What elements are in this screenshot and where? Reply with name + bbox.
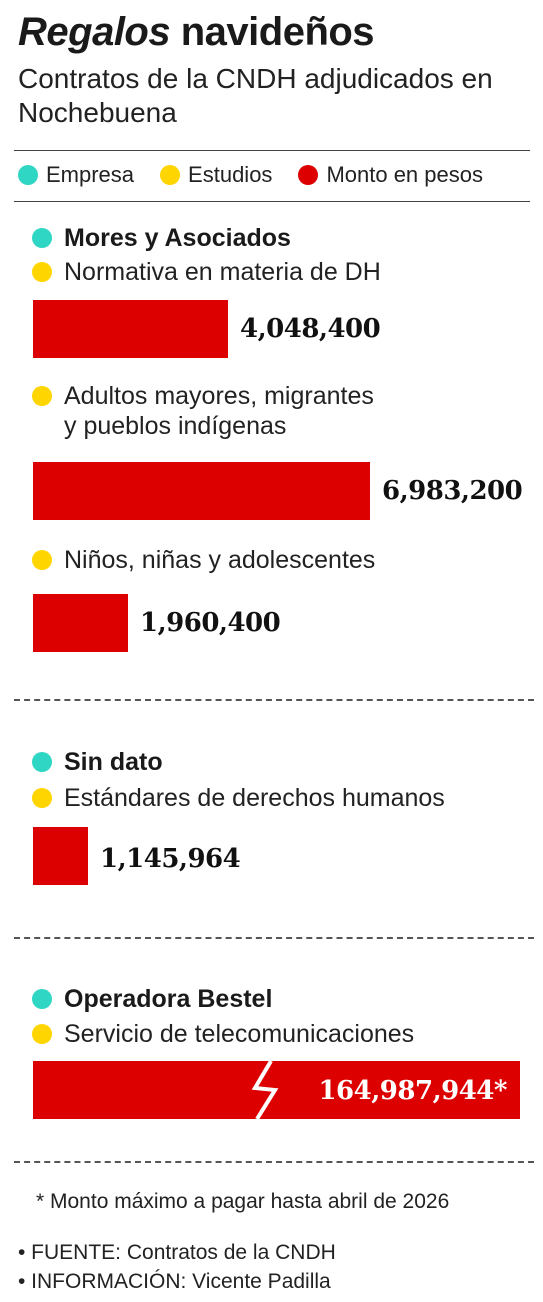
study-dot-icon [32, 788, 52, 808]
bar [33, 1061, 520, 1119]
legend-dot-study-icon [160, 165, 181, 185]
study-name: Servicio de telecomunicaciones [64, 1020, 415, 1048]
company-name: Sin dato [64, 748, 163, 776]
top-rule [14, 150, 530, 151]
company-label: Sin dato [32, 747, 163, 777]
value-label: 164,987,944* [318, 1076, 507, 1106]
study-label: Normativa en materia de DH [32, 257, 381, 287]
legend: Empresa Estudios Monto en pesos [18, 158, 509, 192]
study-dot-icon [32, 386, 52, 406]
source-credit: • FUENTE: Contratos de la CNDH [18, 1241, 336, 1264]
info-credit: • INFORMACIÓN: Vicente Padilla [18, 1270, 331, 1293]
study-name: Estándares de derechos humanos [64, 784, 445, 812]
study-name: Niños, niñas y adolescentes [64, 546, 376, 574]
legend-label: Estudios [188, 162, 273, 187]
bar [33, 827, 88, 885]
study-dot-icon [32, 262, 52, 282]
study-name: Adultos mayores, migrantes y pueblos indí… [64, 381, 374, 441]
company-dot-icon [32, 752, 52, 772]
company-label: Operadora Bestel [32, 984, 272, 1014]
study-name-line-2: y pueblos indígenas [64, 412, 287, 440]
study-dot-icon [32, 1024, 52, 1044]
legend-item-estudios: Estudios [160, 162, 272, 188]
chart-subtitle: Contratos de la CNDH adjudicados en Noch… [18, 63, 493, 128]
axis-break-icon [251, 1061, 279, 1119]
value-label: 6,983,200 [382, 476, 523, 506]
footnote: * Monto máximo a pagar hasta abril de 20… [36, 1190, 450, 1213]
legend-dot-company-icon [18, 165, 38, 185]
legend-label: Empresa [46, 162, 135, 187]
study-label: Adultos mayores, migrantes y pueblos indí… [32, 381, 374, 441]
legend-item-empresa: Empresa [18, 162, 134, 188]
group-divider [14, 699, 534, 701]
legend-rule [14, 201, 530, 202]
value-label: 1,960,400 [140, 608, 281, 638]
bar [33, 462, 370, 520]
legend-item-monto: Monto en pesos [298, 162, 483, 188]
company-label: Mores y Asociados [32, 223, 291, 253]
bar [33, 300, 228, 358]
study-name-line-1: Adultos mayores, migrantes [64, 382, 374, 410]
company-name: Mores y Asociados [64, 224, 291, 252]
study-label: Estándares de derechos humanos [32, 783, 445, 813]
legend-label: Monto en pesos [326, 162, 483, 187]
study-dot-icon [32, 550, 52, 570]
group-divider [14, 937, 534, 939]
chart-title-rest: navideños [170, 10, 375, 54]
company-dot-icon [32, 989, 52, 1009]
value-label: 1,145,964 [100, 844, 241, 874]
chart-title-emphasis: Regalos [18, 10, 171, 54]
study-name: Normativa en materia de DH [64, 258, 381, 286]
company-dot-icon [32, 228, 52, 248]
legend-dot-amount-icon [298, 165, 319, 185]
study-label: Servicio de telecomunicaciones [32, 1019, 414, 1049]
group-divider [14, 1161, 534, 1163]
chart-title: Regalos navideños [18, 8, 375, 56]
company-name: Operadora Bestel [64, 985, 273, 1013]
value-label: 4,048,400 [240, 314, 381, 344]
bar [33, 594, 128, 652]
study-label: Niños, niñas y adolescentes [32, 545, 375, 575]
